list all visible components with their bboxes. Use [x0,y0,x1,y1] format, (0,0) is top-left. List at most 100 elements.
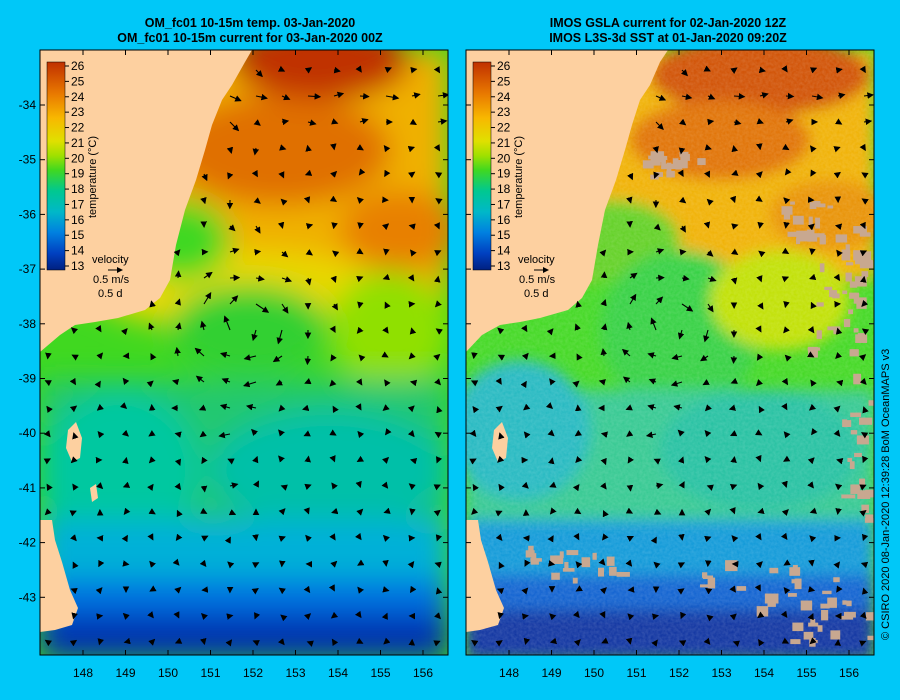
current-vector-arrow [783,559,791,566]
right-coastline [466,50,668,632]
current-vector-arrow [755,171,763,179]
current-vector-arrow [251,169,258,178]
current-vector-arrow [281,250,289,258]
current-vector-arrow [433,509,441,517]
colorbar-tick-label: 19 [71,167,85,181]
current-vector-arrow [756,118,764,125]
current-vector-arrow [627,172,634,181]
left-velocity-title: velocity [92,254,129,266]
colorbar-tick-label: 18 [71,182,85,196]
current-vector-arrow [706,249,714,257]
current-vector-arrow [43,458,52,465]
current-vector-arrow [835,483,843,491]
left-current-vectors [43,65,448,647]
current-vector-arrow [355,403,362,411]
missing-data-patch [856,435,869,445]
current-vector-arrow [70,456,78,464]
missing-data-patch [810,618,816,626]
current-vector-arrow [305,223,314,230]
current-vector-arrow [355,378,363,386]
current-vector-arrow [757,302,764,310]
missing-data-patch [790,639,801,645]
current-vector-arrow [707,275,717,282]
current-vector-arrow [472,483,479,492]
missing-data-patch [832,293,840,299]
current-vector-arrow [600,299,607,307]
current-vector-arrow [651,639,658,647]
current-vector-arrow [434,612,441,620]
missing-data-patch [528,545,534,552]
colorbar-tick-label: 15 [497,228,511,242]
current-vector-arrow [147,483,154,492]
lon-tick-label: 153 [285,666,305,680]
current-vector-arrow [729,484,738,491]
lat-tick-label: -37 [19,262,37,276]
current-vector-arrow [784,354,792,362]
current-vector-arrow [576,353,583,361]
current-vector-arrow [648,378,657,385]
current-vector-arrow [278,587,286,595]
current-vector-arrow [472,405,480,414]
current-vector-arrow [148,508,156,515]
current-vector-arrow [809,67,818,74]
missing-data-patch [790,201,795,205]
right-velocity-legend: velocity 0.5 m/s 0.5 d [518,254,556,300]
missing-data-patch [697,158,706,166]
missing-data-patch [672,158,679,168]
current-vector-arrow [174,482,182,491]
missing-data-patch [530,559,539,565]
current-vector-arrow [704,455,712,464]
missing-data-patch [559,551,564,558]
current-vector-arrow [707,93,716,100]
current-vector-arrow [497,354,506,361]
current-vector-arrow [756,353,764,361]
current-vector-arrow [407,405,415,413]
current-vector-arrow [833,429,841,437]
current-vector-arrow [681,69,688,77]
current-vector-arrow [600,323,608,331]
current-vector-arrow [671,353,683,361]
right-title-line1: IMOS GSLA current for 02-Jan-2020 12Z [549,16,787,30]
current-vector-arrow [148,638,156,646]
current-vector-arrow [680,611,687,620]
current-vector-arrow [655,94,667,101]
current-vector-arrow [498,483,505,492]
current-vector-arrow [731,169,739,176]
current-vector-arrow [730,277,738,285]
current-vector-arrow [149,560,157,568]
left-coastline [40,50,252,632]
missing-data-patch [842,600,847,605]
current-vector-arrow [707,303,714,313]
current-vector-arrow [495,510,503,517]
right-title-line2: IMOS L3S-3d SST at 01-Jan-2020 09:20Z [549,31,787,45]
current-vector-arrow [97,638,105,646]
current-vector-arrow [655,121,664,131]
current-vector-arrow [203,292,212,305]
current-vector-arrow [227,458,235,465]
missing-data-patch [857,490,871,499]
current-vector-arrow [331,303,338,311]
current-vector-arrow [148,322,155,331]
missing-data-patch [531,553,537,560]
current-vector-arrow [96,403,104,411]
current-vector-arrow [653,458,661,465]
colorbar-tick-label: 22 [497,121,511,135]
current-vector-arrow [521,481,529,489]
current-vector-arrow [433,66,441,74]
missing-data-patch [598,567,605,577]
current-vector-arrow [382,456,390,464]
current-vector-arrow [304,455,311,463]
current-vector-arrow [43,430,51,438]
current-vector-arrow [861,198,869,205]
current-vector-arrow [357,586,365,594]
current-vector-arrow [384,169,391,178]
lat-tick-label: -35 [19,153,37,167]
current-vector-arrow [171,378,180,386]
current-vector-arrow [521,324,528,333]
current-vector-arrow [755,532,762,541]
current-vector-arrow [859,484,867,491]
current-vector-arrow [808,403,817,411]
current-vector-arrow [729,613,737,621]
